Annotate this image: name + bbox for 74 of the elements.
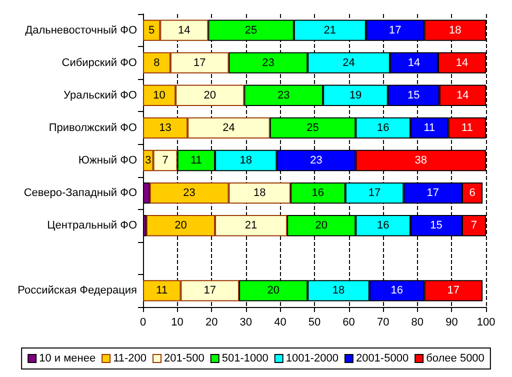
data-label: 14 <box>456 56 468 69</box>
x-tick-label: 90 <box>446 316 458 328</box>
data-label: 14 <box>178 24 190 36</box>
data-label: 24 <box>222 122 235 134</box>
data-label: 21 <box>324 24 336 36</box>
y-tick-label: Российская Федерация <box>18 284 138 297</box>
data-label: 17 <box>447 284 460 297</box>
legend-label: 2001-5000 <box>356 352 409 364</box>
data-label: 16 <box>376 220 390 232</box>
y-tick-label: Приволжский ФО <box>48 122 138 134</box>
y-tick-label: Сибирский ФО <box>62 56 138 69</box>
data-label: 17 <box>368 187 381 200</box>
data-label: 18 <box>449 24 462 36</box>
data-label: 20 <box>315 220 328 232</box>
legend-label: более 5000 <box>426 352 484 364</box>
data-label: 6 <box>469 187 476 200</box>
data-label: 11 <box>190 154 202 166</box>
data-label: 14 <box>456 89 469 102</box>
data-label: 15 <box>430 220 442 232</box>
x-tick-label: 60 <box>342 316 355 328</box>
data-label: 10 <box>153 89 166 102</box>
data-label: 17 <box>426 187 439 200</box>
data-label: 7 <box>470 220 478 232</box>
y-tick-label: Уральский ФО <box>64 89 138 102</box>
data-label: 20 <box>174 220 187 232</box>
y-tick-label: Дальневосточный ФО <box>25 24 138 36</box>
data-label: 23 <box>183 187 196 200</box>
data-label: 16 <box>390 284 403 297</box>
data-label: 21 <box>244 220 258 232</box>
data-label: 23 <box>262 56 274 69</box>
legend-label: 201-500 <box>164 352 204 364</box>
data-label: 11 <box>424 122 436 134</box>
x-tick-label: 80 <box>411 316 424 328</box>
data-label: 17 <box>204 284 216 297</box>
x-tick-label: 50 <box>308 316 321 328</box>
x-tick-label: 40 <box>274 316 286 328</box>
data-label: 14 <box>408 56 420 69</box>
data-label: 8 <box>154 56 160 69</box>
legend-label: 11-200 <box>113 352 146 364</box>
data-label: 18 <box>253 187 266 200</box>
x-tick-label: 70 <box>376 316 390 328</box>
data-label: 17 <box>193 56 206 69</box>
data-label: 11 <box>461 122 473 134</box>
x-tick-label: 10 <box>171 316 184 328</box>
data-label: 13 <box>159 122 172 134</box>
data-label: 23 <box>310 154 322 166</box>
data-label: 25 <box>306 122 319 134</box>
data-label: 7 <box>162 154 168 166</box>
data-label: 16 <box>376 122 390 134</box>
data-label: 19 <box>349 89 362 102</box>
data-label: 17 <box>388 24 402 36</box>
legend-label: 10 и менее <box>39 352 96 364</box>
data-label: 20 <box>204 89 216 102</box>
data-label: 11 <box>156 284 168 297</box>
x-tick-label: 0 <box>140 316 146 328</box>
data-label: 18 <box>332 284 345 297</box>
data-label: 16 <box>312 187 324 200</box>
data-label: 5 <box>148 24 155 36</box>
x-tick-label: 100 <box>476 316 496 328</box>
data-label: 18 <box>240 154 252 166</box>
data-label: 25 <box>244 24 258 36</box>
x-tick-label: 20 <box>205 316 218 328</box>
data-label: 38 <box>414 154 427 166</box>
x-tick-label: 30 <box>240 316 252 328</box>
data-label: 20 <box>267 284 280 297</box>
y-tick-label: Северо-Западный ФО <box>24 187 138 200</box>
legend-label: 501-1000 <box>222 352 268 364</box>
y-tick-label: Центральный ФО <box>47 220 138 232</box>
data-label: 3 <box>145 154 152 166</box>
data-label: 23 <box>278 89 290 102</box>
legend-label: 1001-2000 <box>286 352 338 364</box>
data-label: 24 <box>342 56 355 69</box>
data-label: 15 <box>408 89 420 102</box>
y-tick-label: Южный ФО <box>78 154 138 166</box>
